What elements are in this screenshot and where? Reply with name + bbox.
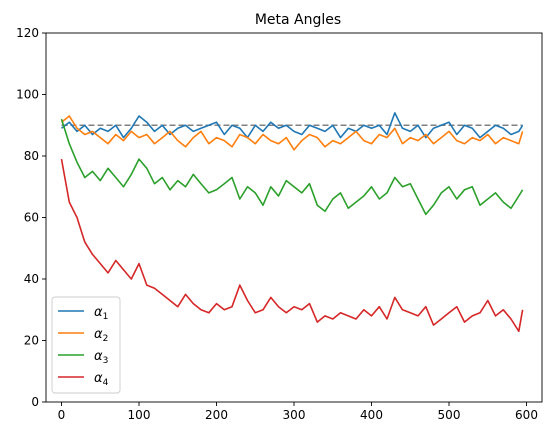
legend-label-symbol: α	[94, 371, 103, 386]
legend-label-subscript: 4	[103, 378, 109, 388]
legend-label-symbol: α	[94, 305, 103, 320]
legend-label-alpha-1: α1	[94, 305, 108, 322]
legend-label-symbol: α	[94, 349, 103, 364]
axes: 0 100 200 300 400 500 600 0 20 40 60 80 100 120	[16, 26, 543, 422]
x-tick-label: 0	[58, 408, 66, 422]
y-tick-label: 120	[16, 26, 39, 40]
legend-label-alpha-4: α4	[94, 371, 109, 388]
legend-label-symbol: α	[94, 327, 103, 342]
plot-area	[60, 112, 524, 333]
chart-title: Meta Angles	[255, 12, 341, 28]
x-tick-label: 400	[360, 408, 383, 422]
legend-label-alpha-3: α3	[94, 349, 108, 366]
series-line-alpha-1	[61, 112, 524, 139]
series-line-alpha-3	[60, 118, 524, 216]
x-tick-label: 200	[205, 408, 228, 422]
legend-label-alpha-2: α2	[94, 327, 108, 344]
series-line-alpha-4	[60, 158, 524, 333]
x-tick-label: 100	[128, 408, 151, 422]
x-tick-label: 300	[283, 408, 306, 422]
y-tick-label: 60	[24, 211, 39, 225]
y-tick-label: 100	[16, 88, 39, 102]
legend-label-subscript: 3	[103, 356, 109, 366]
y-tick-label: 80	[24, 149, 39, 163]
y-tick-label: 0	[31, 395, 39, 409]
x-tick-label: 600	[515, 408, 538, 422]
legend-label-subscript: 1	[103, 312, 109, 322]
y-tick-label: 20	[24, 334, 39, 348]
x-tick-label: 500	[438, 408, 461, 422]
legend-box	[51, 296, 121, 394]
y-tick-label: 40	[24, 272, 39, 286]
legend-label-subscript: 2	[103, 334, 109, 344]
series-line-alpha-2	[61, 115, 524, 151]
